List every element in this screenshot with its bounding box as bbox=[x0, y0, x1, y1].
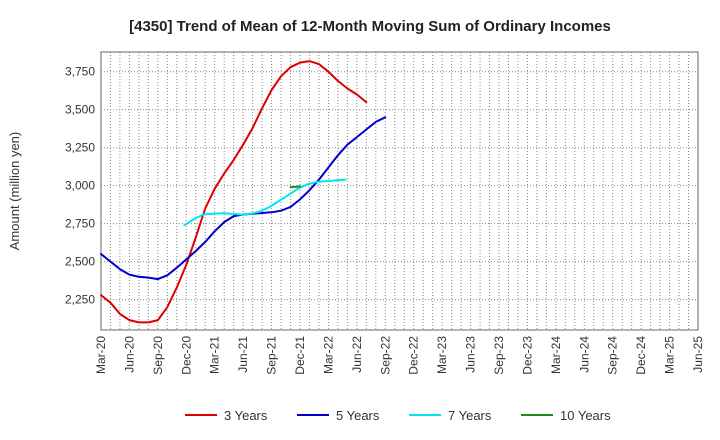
plot-frame bbox=[100, 51, 699, 331]
x-tick-label: Mar-24 bbox=[549, 336, 563, 374]
x-tick-label: Mar-22 bbox=[321, 336, 335, 374]
y-tick-label: 3,250 bbox=[65, 141, 95, 155]
plot-area bbox=[101, 52, 698, 330]
x-tick-label: Dec-24 bbox=[634, 336, 648, 375]
gridlines bbox=[101, 52, 698, 330]
x-tick-label: Sep-20 bbox=[151, 336, 165, 375]
y-tick-label: 3,000 bbox=[65, 179, 95, 193]
x-tick-label: Jun-22 bbox=[350, 336, 364, 373]
y-tick-label: 3,500 bbox=[65, 103, 95, 117]
legend-label: 10 Years bbox=[560, 408, 611, 423]
x-tick-label: Dec-20 bbox=[179, 336, 193, 375]
series-line-3-years bbox=[100, 60, 368, 324]
x-tick-label: Jun-23 bbox=[464, 336, 478, 373]
x-tick-label: Sep-21 bbox=[265, 336, 279, 375]
x-tick-label: Mar-25 bbox=[663, 336, 677, 374]
series-lines bbox=[100, 60, 387, 324]
x-tick-label: Dec-21 bbox=[293, 336, 307, 375]
x-tick-label: Mar-23 bbox=[435, 336, 449, 374]
x-tick-label: Sep-23 bbox=[492, 336, 506, 375]
x-axis: Mar-20 Jun-20 Sep-20 Dec-20 Mar-21 Jun-21 Sep-… bbox=[94, 336, 705, 375]
legend-label: 7 Years bbox=[448, 408, 492, 423]
chart-title: [4350] Trend of Mean of 12-Month Moving … bbox=[129, 18, 611, 35]
y-axis: 2,250 2,500 2,750 3,000 3,250 3,500 3,750 bbox=[65, 65, 95, 307]
y-tick-label: 2,750 bbox=[65, 217, 95, 231]
x-tick-label: Jun-21 bbox=[236, 336, 250, 373]
y-tick-label: 2,250 bbox=[65, 293, 95, 307]
x-tick-label: Dec-23 bbox=[520, 336, 534, 375]
x-tick-label: Dec-22 bbox=[407, 336, 421, 375]
x-tick-label: Mar-21 bbox=[208, 336, 222, 374]
y-tick-label: 3,750 bbox=[65, 65, 95, 79]
series-line-10-years bbox=[289, 185, 301, 189]
y-tick-label: 2,500 bbox=[65, 255, 95, 269]
x-tick-label: Mar-20 bbox=[94, 336, 108, 374]
series-line-7-years bbox=[183, 178, 347, 227]
x-tick-label: Sep-22 bbox=[378, 336, 392, 375]
legend-label: 5 Years bbox=[336, 408, 380, 423]
x-tick-label: Jun-24 bbox=[577, 336, 591, 373]
legend-label: 3 Years bbox=[224, 408, 268, 423]
x-tick-label: Sep-24 bbox=[606, 336, 620, 375]
legend: 3 Years 5 Years 7 Years 10 Years bbox=[185, 408, 611, 423]
y-axis-label: Amount (million yen) bbox=[7, 132, 22, 251]
x-tick-label: Jun-20 bbox=[122, 336, 136, 373]
x-tick-label: Jun-25 bbox=[691, 336, 705, 373]
